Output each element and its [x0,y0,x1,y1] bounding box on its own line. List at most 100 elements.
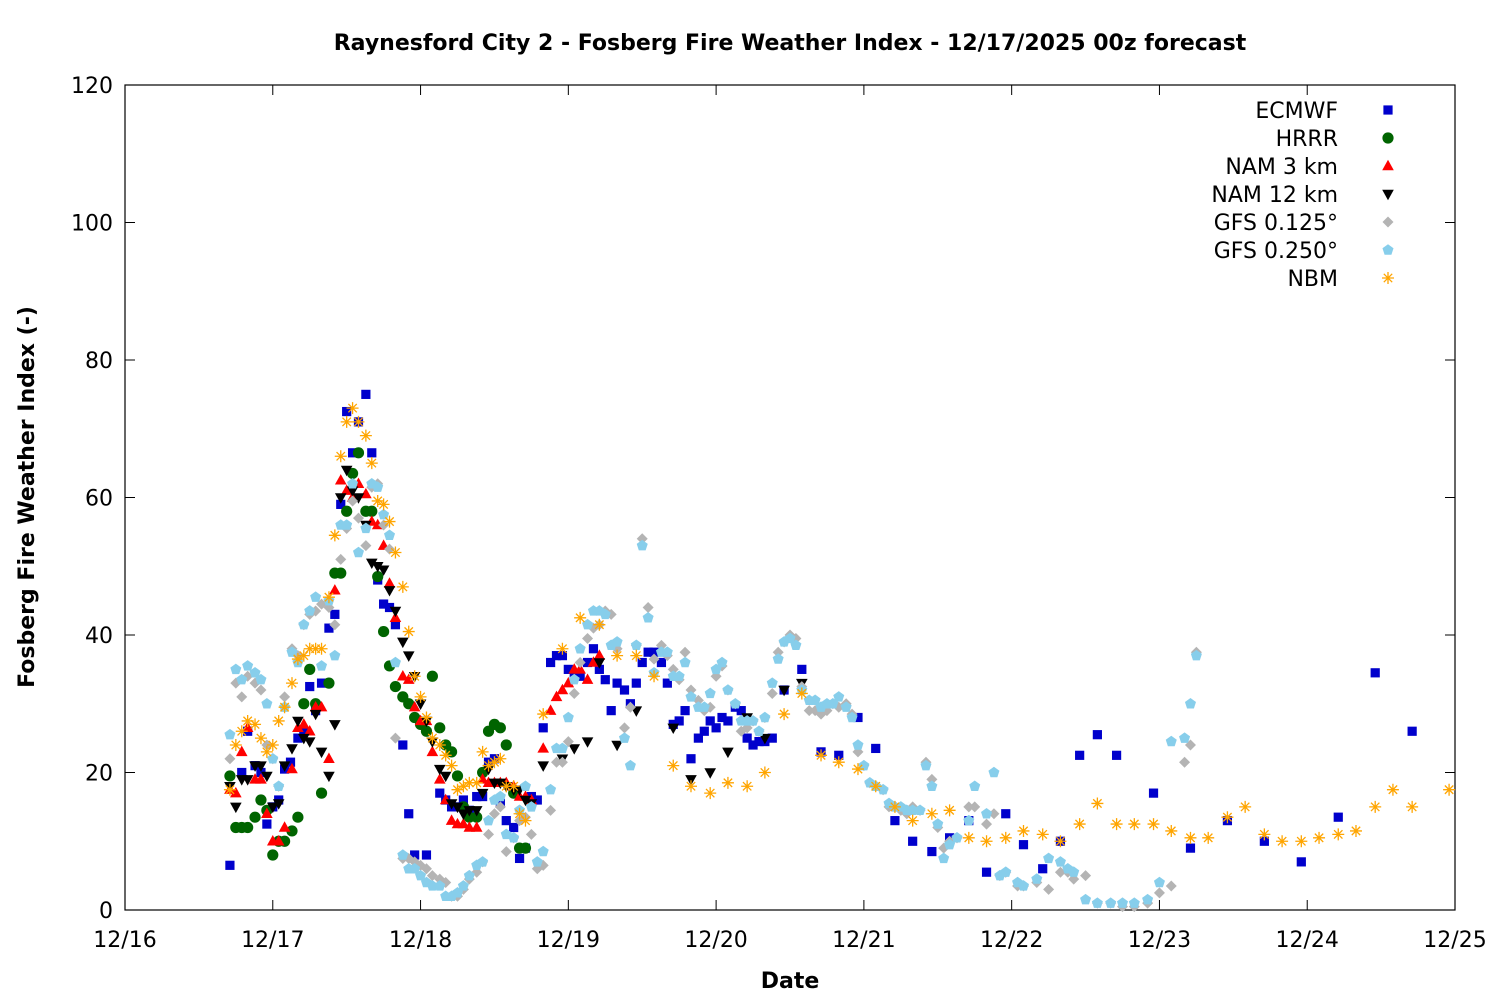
x-axis: 12/16 12/17 12/18 12/19 12/20 12/21 12/22 12/23… [93,85,1487,953]
data-point [278,821,291,832]
data-point [680,706,690,716]
legend-marker [1382,159,1394,171]
data-point [426,745,439,757]
data-point [1075,750,1085,760]
data-point [1407,726,1417,736]
data-point [637,657,647,668]
data-point [1332,828,1345,841]
data-point [943,804,956,817]
data-point [470,806,483,817]
data-point [574,611,587,624]
data-point [611,636,623,647]
data-point [241,775,254,786]
data-point [1038,864,1048,874]
data-point [390,620,401,630]
data-point [457,817,470,829]
data-point [809,694,821,705]
legend-marker [1382,132,1394,144]
data-point [500,739,512,751]
data-point [328,529,341,542]
data-point [914,804,926,815]
data-point [532,795,542,805]
data-point [352,546,365,558]
data-point [611,649,624,662]
data-point [286,825,298,837]
data-point [1080,893,1092,905]
legend-label: GFS 0.125° [1214,211,1338,236]
data-point [908,836,918,846]
data-point [525,828,537,840]
data-point [383,586,396,597]
data-point [1333,812,1343,822]
data-point [1370,668,1380,678]
data-point [582,618,594,630]
data-point [315,787,328,799]
data-point [551,756,563,768]
data-point [409,862,421,874]
data-point [588,644,599,654]
data-point [224,753,236,765]
data-point [365,558,378,570]
data-point [365,457,378,470]
data-point [278,761,291,772]
data-point [470,776,483,789]
data-point [359,429,372,442]
data-point [347,477,359,489]
data-point [463,806,476,817]
data-point [636,539,648,551]
data-point [1165,735,1177,747]
data-point [299,726,309,736]
data-point [329,649,341,661]
data-point [514,853,525,864]
data-point [384,602,395,613]
data-point [1406,800,1419,813]
data-point [249,811,261,823]
data-point [286,744,298,755]
data-point [488,756,501,769]
data-point [1105,897,1117,908]
data-point [500,780,513,793]
data-point [341,505,353,517]
data-point [606,706,616,716]
data-point [377,498,390,511]
data-point [932,818,944,829]
y-tick-label: 100 [71,212,113,237]
data-point [341,519,353,530]
data-point [451,802,464,814]
data-point [224,770,236,782]
x-tick-label: 12/16 [93,928,156,953]
data-point [593,618,606,631]
data-point [471,811,483,823]
data-point [483,814,495,826]
data-point [938,852,950,864]
data-point [906,814,919,827]
plot-area [124,84,1456,911]
data-point [562,736,574,748]
legend-marker [1383,105,1393,115]
data-point [285,677,298,690]
data-point [389,606,402,618]
data-point [396,580,409,593]
data-point [1259,836,1269,846]
data-point [784,632,796,644]
data-point [266,739,279,751]
data-point [1221,811,1234,824]
data-point [716,656,728,668]
data-point [538,723,548,733]
data-point [482,759,495,772]
data-point [748,740,758,750]
data-point [568,673,580,685]
data-point [736,706,746,716]
data-point [963,801,975,813]
data-point [667,759,680,772]
data-point [531,856,543,867]
data-point [389,680,402,693]
x-axis-label: Date [761,969,820,994]
data-point [1092,730,1102,740]
data-point [414,690,427,703]
data-point [329,619,341,631]
data-point [476,788,489,800]
data-point [667,663,679,675]
plot-frame [124,84,1456,911]
data-point [408,670,421,683]
